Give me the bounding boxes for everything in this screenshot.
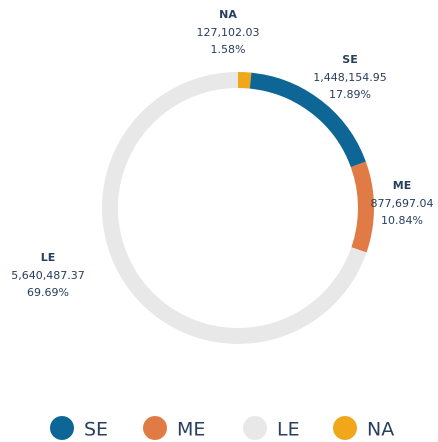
legend-label: ME (177, 419, 205, 441)
slice-value: 1,448,154.95 (313, 71, 386, 84)
legend-swatch (50, 416, 74, 440)
donut-segment (350, 161, 374, 253)
slice-value: 127,102.03 (197, 26, 260, 39)
legend-label: NA (367, 419, 394, 441)
slice-name: NA (219, 8, 237, 21)
slice-value: 5,640,487.37 (11, 269, 84, 282)
legend-swatch (333, 416, 357, 440)
slice-percent: 17.89% (329, 88, 371, 101)
donut-segment (249, 72, 366, 168)
donut-segment (237, 72, 252, 89)
slice-percent: 10.84% (381, 214, 423, 227)
slice-percent: 1.58% (211, 43, 246, 56)
slice-percent: 69.69% (27, 286, 69, 299)
legend-swatch (243, 416, 267, 440)
legend-label: SE (84, 419, 108, 441)
slice-name: SE (342, 53, 357, 66)
slice-name: ME (393, 179, 411, 192)
legend-label: LE (277, 419, 300, 441)
slice-name: LE (41, 251, 56, 264)
legend-swatch (143, 416, 167, 440)
donut-segment (102, 72, 367, 344)
slice-value: 877,697.04 (371, 197, 434, 210)
